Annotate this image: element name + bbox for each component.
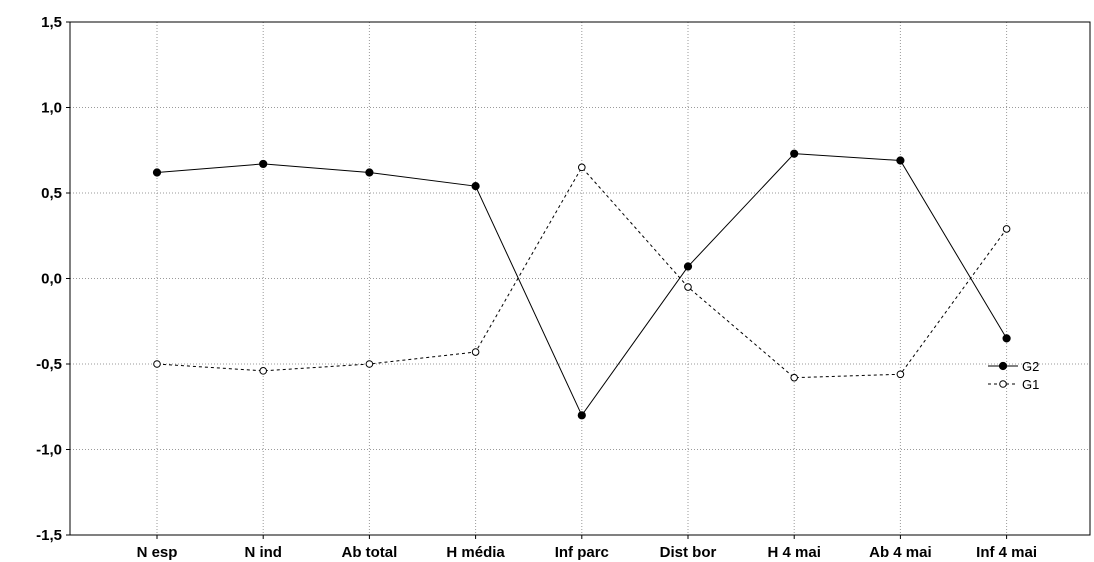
data-point: [578, 163, 586, 172]
data-point: [471, 348, 480, 356]
x-tick-label: H 4 mai: [768, 544, 821, 561]
data-point: [683, 262, 693, 271]
legend-marker: [999, 380, 1007, 388]
data-point: [790, 149, 799, 158]
x-tick-label: Inf 4 mai: [976, 544, 1037, 561]
y-tick-label: 0,0: [41, 271, 62, 288]
legend-item: G2: [988, 359, 1039, 374]
data-point: [471, 182, 480, 191]
y-tick-label: 0,5: [41, 185, 62, 202]
y-tick-label: -1,5: [36, 527, 62, 544]
series-g1: [153, 163, 1011, 382]
x-axis: N esp N ind Ab total H média Inf parc Dist bo…: [137, 535, 1037, 561]
legend-label: G2: [1022, 359, 1039, 374]
x-tick-label: N ind: [244, 544, 282, 561]
legend-marker: [998, 361, 1008, 371]
data-point: [259, 367, 268, 375]
grid: [70, 22, 1090, 535]
data-point: [152, 168, 162, 177]
data-point: [365, 168, 374, 177]
data-point: [577, 411, 586, 420]
data-point: [896, 370, 905, 379]
y-tick-label: -1,0: [36, 442, 62, 459]
data-point: [1002, 225, 1011, 233]
data-point: [896, 156, 905, 165]
series-group: [152, 149, 1011, 420]
data-point: [790, 373, 799, 382]
series-g2: [152, 149, 1011, 420]
x-tick-label: H média: [446, 544, 505, 561]
data-point: [1002, 334, 1011, 343]
y-tick-label: 1,0: [41, 100, 62, 117]
y-tick-label: 1,5: [41, 14, 62, 31]
data-point: [259, 159, 268, 169]
legend-label: G1: [1022, 377, 1039, 392]
data-point: [684, 283, 692, 291]
x-tick-label: Dist bor: [660, 544, 717, 561]
x-tick-label: N esp: [137, 544, 178, 561]
legend-item: G1: [988, 377, 1039, 392]
data-point: [153, 360, 161, 368]
x-tick-label: Ab total: [341, 544, 397, 561]
x-tick-label: Ab 4 mai: [869, 544, 932, 561]
y-tick-label: -0,5: [36, 356, 62, 373]
data-point: [365, 360, 374, 368]
y-axis: 1,5 1,0 0,5 0,0 -0,5 -1,0 -1,5: [36, 14, 70, 544]
x-tick-label: Inf parc: [555, 544, 609, 561]
